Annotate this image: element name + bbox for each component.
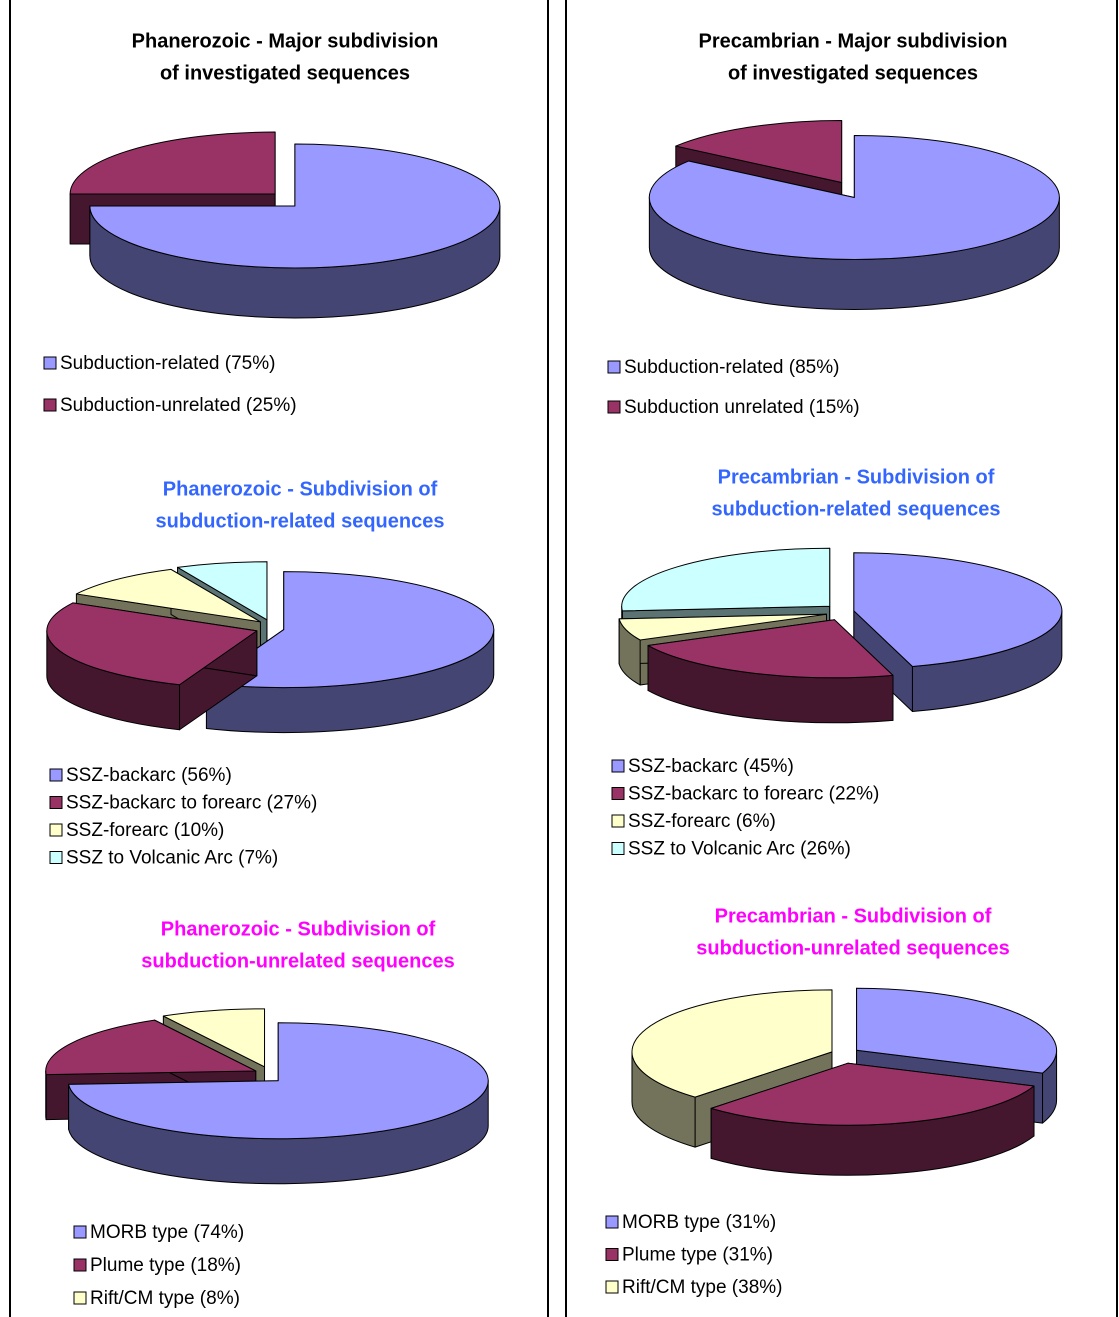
slice-top — [856, 987, 1058, 1074]
slice-top — [69, 131, 276, 195]
slice-top — [647, 619, 894, 679]
slice-top — [618, 613, 828, 641]
legend-swatch — [43, 356, 57, 370]
legend-label: Plume type (31%) — [622, 1245, 773, 1266]
pie-slice — [648, 134, 1060, 310]
legend-swatch — [43, 398, 57, 412]
legend-swatch — [611, 842, 625, 855]
pie-slice — [89, 143, 501, 319]
legend-label: SSZ-backarc (56%) — [66, 765, 232, 786]
slice-top — [205, 571, 495, 689]
slice-top — [75, 568, 261, 623]
legend-swatch — [611, 814, 625, 828]
slice-top — [46, 602, 258, 686]
pie-slice — [647, 619, 894, 724]
chart-title: subduction-unrelated sequences — [696, 937, 1009, 959]
legend-swatch — [607, 360, 621, 374]
pie-slice — [853, 552, 1063, 712]
legend-swatch — [49, 796, 63, 809]
legend-swatch — [611, 787, 625, 800]
legend-label: SSZ to Volcanic Arc (26%) — [628, 839, 851, 860]
legend-label: Subduction-related (75%) — [60, 353, 275, 374]
slice-top — [710, 1062, 1035, 1126]
legend-swatch — [73, 1225, 87, 1239]
legend-label: Subduction unrelated (15%) — [624, 397, 860, 418]
legend-swatch — [49, 851, 63, 864]
slice-top — [89, 143, 501, 269]
pie-slice — [68, 1022, 489, 1185]
chart-title: Precambrian - Major subdivision — [699, 30, 1008, 52]
slice-top — [45, 1019, 257, 1076]
pie-slice — [46, 602, 258, 731]
legend-label: Plume type (18%) — [90, 1255, 241, 1276]
slice-top — [177, 561, 268, 621]
slice-top — [675, 120, 843, 184]
legend-label: MORB type (74%) — [90, 1222, 244, 1243]
legend-label: Rift/CM type (38%) — [622, 1277, 782, 1298]
legend-label: Subduction-unrelated (25%) — [60, 395, 297, 416]
chart-title: subduction-related sequences — [712, 498, 1001, 520]
legend-label: SSZ-forearc (6%) — [628, 811, 776, 832]
legend-swatch — [49, 823, 63, 837]
chart-title: Precambrian - Subdivision of — [718, 466, 995, 488]
legend-swatch — [49, 768, 63, 782]
chart-title: Phanerozoic - Subdivision of — [161, 918, 436, 940]
legend-swatch — [605, 1215, 619, 1229]
legend-label: Subduction-related (85%) — [624, 357, 839, 378]
legend-swatch — [73, 1258, 87, 1272]
slice-top — [162, 1008, 266, 1068]
chart-title: subduction-related sequences — [156, 510, 445, 532]
legend-label: SSZ-forearc (10%) — [66, 820, 224, 841]
slice-top — [648, 134, 1060, 260]
chart-title: Precambrian - Subdivision of — [715, 905, 992, 927]
chart-title: Phanerozoic - Subdivision of — [163, 478, 438, 500]
legend-swatch — [611, 759, 625, 773]
legend-label: Rift/CM type (8%) — [90, 1288, 240, 1309]
legend-label: SSZ-backarc (45%) — [628, 756, 794, 777]
legend-label: MORB type (31%) — [622, 1212, 776, 1233]
slice-top — [68, 1022, 489, 1140]
legend-swatch — [73, 1291, 87, 1305]
legend-swatch — [605, 1280, 619, 1294]
slice-top — [631, 989, 833, 1098]
chart-title: subduction-unrelated sequences — [141, 950, 454, 972]
chart-title: Phanerozoic - Major subdivision — [132, 30, 439, 52]
legend-swatch — [605, 1248, 619, 1261]
legend-label: SSZ-backarc to forearc (22%) — [628, 784, 879, 805]
slice-top — [853, 552, 1063, 667]
chart-title: of investigated sequences — [728, 62, 978, 84]
legend-swatch — [607, 400, 621, 414]
slice-top — [621, 547, 831, 612]
chart-title: of investigated sequences — [160, 62, 410, 84]
legend-label: SSZ-backarc to forearc (27%) — [66, 793, 317, 814]
pie-slice — [710, 1062, 1035, 1176]
legend-label: SSZ to Volcanic Arc (7%) — [66, 848, 278, 869]
